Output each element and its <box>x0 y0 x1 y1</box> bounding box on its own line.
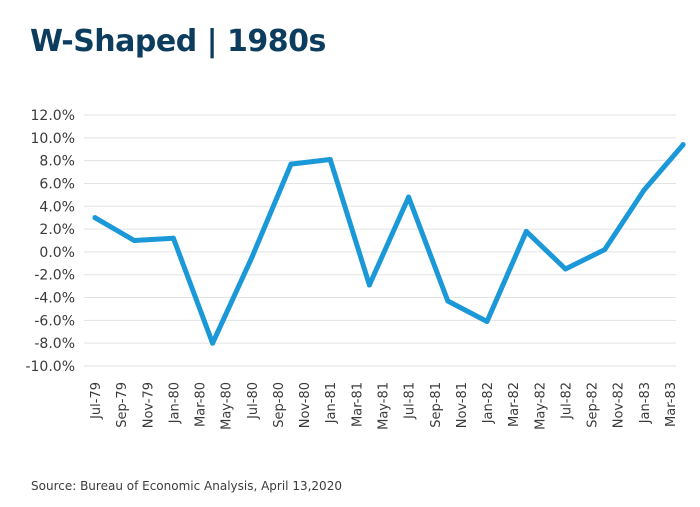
series-points <box>92 142 686 346</box>
x-tick-label: Sep-82 <box>586 382 601 428</box>
data-point <box>249 255 255 261</box>
x-tick-label: Nov-81 <box>455 382 470 428</box>
y-tick-label: -4.0% <box>34 291 75 307</box>
x-tick-label: Mar-83 <box>664 382 679 427</box>
x-tick-label: Jul-82 <box>559 382 574 420</box>
x-tick-label: Jul-81 <box>403 382 418 420</box>
x-tick-label: Mar-81 <box>350 382 365 427</box>
data-point <box>170 235 176 241</box>
x-tick-label: May-82 <box>533 382 548 430</box>
data-point <box>602 247 608 253</box>
y-tick-label: 4.0% <box>39 199 75 215</box>
x-tick-label: Jan-82 <box>481 382 496 424</box>
source-note: Source: Bureau of Economic Analysis, Apr… <box>31 479 342 493</box>
series-line <box>92 142 686 346</box>
x-tick-label: Nov-79 <box>141 382 156 428</box>
y-tick-label: 10.0% <box>31 131 75 147</box>
y-axis-labels: 12.0% 10.0% 8.0% 6.0% 4.0% 2.0% 0.0% -2.0% -4.0%… <box>25 108 75 375</box>
y-tick-label: 0.0% <box>39 245 75 261</box>
y-tick-label: 8.0% <box>39 154 75 170</box>
data-point <box>484 319 490 325</box>
data-point <box>641 187 647 193</box>
y-tick-label: 12.0% <box>31 108 75 124</box>
x-tick-label: May-80 <box>220 382 235 430</box>
chart-title: W-Shaped | 1980s <box>30 24 326 59</box>
data-point <box>210 340 216 346</box>
y-tick-label: -6.0% <box>34 313 75 329</box>
x-tick-label: Sep-80 <box>272 382 287 428</box>
y-tick-label: 2.0% <box>39 222 75 238</box>
data-point <box>327 156 333 162</box>
y-tick-label: -8.0% <box>34 336 75 352</box>
y-tick-label: -10.0% <box>25 359 75 375</box>
x-tick-label: Jan-80 <box>167 382 182 424</box>
data-point <box>406 194 412 200</box>
x-tick-label: Sep-79 <box>115 382 130 428</box>
x-tick-label: Nov-82 <box>612 382 627 428</box>
data-point <box>131 238 137 243</box>
y-tick-label: -2.0% <box>34 268 75 284</box>
x-axis-labels: Jul-79 Sep-79 Nov-79 Jan-80 Mar-80 May-80 Jul-… <box>89 382 679 430</box>
x-tick-label: Mar-82 <box>507 382 522 427</box>
data-point <box>523 228 529 234</box>
x-tick-label: Jul-79 <box>89 382 104 420</box>
x-tick-label: Jan-83 <box>638 382 653 424</box>
data-point <box>92 215 98 221</box>
data-point <box>288 161 294 167</box>
data-point <box>445 298 451 304</box>
x-tick-label: Mar-80 <box>194 382 209 427</box>
x-tick-label: May-81 <box>377 382 392 430</box>
grid-lines <box>84 114 676 367</box>
data-point <box>562 266 568 272</box>
data-point <box>680 142 686 148</box>
x-tick-label: Jan-81 <box>324 382 339 424</box>
x-tick-label: Jul-80 <box>246 382 261 420</box>
line-chart: 12.0% 10.0% 8.0% 6.0% 4.0% 2.0% 0.0% -2.0% -4.0%… <box>25 108 686 430</box>
data-point <box>366 282 372 288</box>
y-tick-label: 6.0% <box>39 176 75 192</box>
x-tick-label: Nov-80 <box>298 382 313 428</box>
x-tick-label: Sep-81 <box>429 382 444 428</box>
